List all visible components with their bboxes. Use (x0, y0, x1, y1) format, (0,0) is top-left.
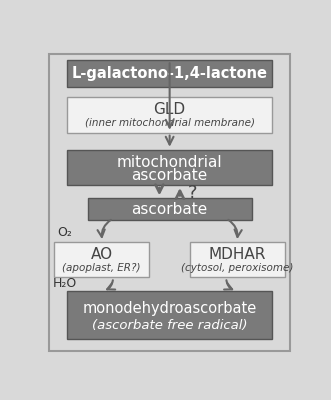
Text: H₂O: H₂O (52, 277, 76, 290)
Text: monodehydroascorbate: monodehydroascorbate (82, 300, 257, 316)
Bar (87, 198, 252, 220)
Bar (67, 150, 272, 185)
Text: ascorbate: ascorbate (131, 202, 208, 217)
Text: MDHAR: MDHAR (209, 247, 266, 262)
Text: L-galactono-1,4-lactone: L-galactono-1,4-lactone (71, 66, 268, 81)
Text: ascorbate: ascorbate (131, 168, 208, 183)
Text: mitochondrial: mitochondrial (117, 154, 222, 170)
Bar (190, 242, 285, 278)
Text: GLD: GLD (154, 102, 186, 117)
Text: ?: ? (188, 184, 197, 202)
Bar (54, 242, 149, 278)
Text: (apoplast, ER?): (apoplast, ER?) (63, 262, 141, 272)
Text: O₂: O₂ (57, 226, 72, 239)
Text: (cytosol, peroxisome): (cytosol, peroxisome) (181, 262, 294, 272)
Bar (67, 97, 272, 133)
Bar (67, 291, 272, 339)
Text: AO: AO (91, 247, 113, 262)
Text: (ascorbate free radical): (ascorbate free radical) (92, 319, 247, 332)
Text: (inner mitochondrial membrane): (inner mitochondrial membrane) (85, 118, 255, 128)
Bar (67, 60, 272, 86)
